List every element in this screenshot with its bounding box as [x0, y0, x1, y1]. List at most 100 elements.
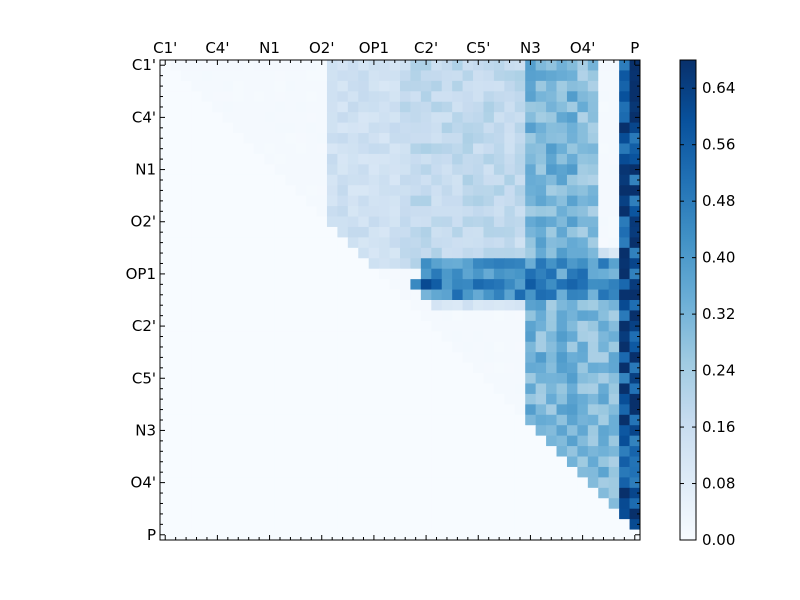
heatmap-cell [410, 393, 422, 405]
heatmap-cell [243, 352, 255, 363]
heatmap-cell [587, 456, 599, 468]
heatmap-cell [619, 498, 630, 510]
heatmap-cell [274, 80, 286, 92]
heatmap-cell [253, 320, 265, 332]
heatmap-cell [274, 185, 286, 197]
heatmap-cell [170, 206, 182, 217]
heatmap-cell [608, 477, 620, 489]
heatmap-cell [170, 174, 182, 186]
heatmap-cell [504, 122, 516, 134]
heatmap-cell [514, 456, 526, 468]
heatmap-cell [253, 289, 265, 301]
heatmap-cell [514, 477, 526, 489]
heatmap-cell [306, 383, 317, 395]
heatmap-cell [264, 206, 276, 217]
heatmap-cell [316, 216, 328, 228]
heatmap-cell [525, 164, 537, 176]
heatmap-cell [222, 237, 234, 249]
heatmap-cell [233, 60, 244, 71]
heatmap-cell [160, 487, 171, 499]
heatmap-cell [483, 519, 495, 530]
heatmap-cell [358, 331, 370, 343]
heatmap-cell [587, 383, 599, 395]
heatmap-cell [483, 70, 495, 82]
heatmap-cell [462, 331, 474, 343]
heatmap-cell [400, 519, 411, 530]
heatmap-cell [493, 122, 505, 134]
heatmap-cell [587, 289, 599, 301]
heatmap-cell [337, 237, 349, 249]
heatmap-cell [358, 456, 370, 468]
heatmap-cell [608, 498, 620, 510]
heatmap-cell [201, 466, 213, 478]
y-tick-label: C5' [132, 369, 156, 387]
heatmap-cell [316, 300, 328, 311]
heatmap-cell [326, 508, 338, 520]
heatmap-cell [233, 70, 244, 82]
heatmap-cell [431, 279, 443, 290]
heatmap-cell [212, 268, 223, 280]
heatmap-cell [264, 519, 276, 530]
heatmap-cell [577, 331, 589, 343]
heatmap-cell [483, 216, 495, 228]
heatmap-cell [452, 498, 463, 510]
heatmap-cell [316, 80, 328, 92]
heatmap-cell [587, 91, 599, 103]
heatmap-cell [306, 216, 317, 228]
heatmap-cell [577, 487, 589, 499]
heatmap-cell [316, 310, 328, 322]
heatmap-cell [201, 80, 213, 92]
heatmap-cell [598, 60, 610, 71]
heatmap-cell [514, 133, 526, 144]
heatmap-cell [295, 300, 307, 311]
heatmap-cell [598, 122, 610, 134]
heatmap-cell [514, 237, 526, 249]
heatmap-cell [379, 435, 390, 447]
heatmap-cell [525, 206, 537, 217]
heatmap-cell [535, 519, 547, 530]
heatmap-cell [400, 352, 411, 363]
heatmap-cell [587, 446, 599, 457]
heatmap-cell [295, 320, 307, 332]
heatmap-cell [441, 247, 453, 259]
heatmap-cell [212, 122, 223, 134]
heatmap-cell [337, 289, 349, 301]
heatmap-cell [483, 508, 495, 520]
heatmap-cell [420, 91, 432, 103]
heatmap-cell [180, 466, 192, 478]
heatmap-cell [431, 143, 443, 155]
heatmap-cell [306, 425, 317, 437]
heatmap-cell [316, 404, 328, 416]
heatmap-cell [619, 133, 630, 144]
heatmap-cell [253, 383, 265, 395]
heatmap-cell [160, 446, 171, 457]
heatmap-cell [389, 320, 401, 332]
heatmap-cell [483, 404, 495, 416]
heatmap-cell [160, 466, 171, 478]
heatmap-cell [306, 258, 317, 270]
heatmap-cell [556, 435, 568, 447]
heatmap-cell [160, 425, 171, 437]
heatmap-cell [400, 404, 411, 416]
heatmap-cell [222, 383, 234, 395]
heatmap-cell [295, 80, 307, 92]
heatmap-cell [587, 477, 599, 489]
heatmap-cell [546, 435, 557, 447]
heatmap-cell [619, 70, 630, 82]
heatmap-cell [358, 112, 370, 123]
heatmap-cell [285, 143, 297, 155]
heatmap-cell [191, 122, 203, 134]
heatmap-cell [222, 112, 234, 123]
heatmap-cell [379, 279, 390, 290]
heatmap-cell [316, 185, 328, 197]
heatmap-cell [493, 373, 505, 384]
heatmap-cell [420, 247, 432, 259]
heatmap-cell [222, 519, 234, 530]
heatmap-cell [473, 435, 484, 447]
heatmap-cell [410, 133, 422, 144]
heatmap-cell [420, 164, 432, 176]
heatmap-cell [160, 414, 171, 426]
heatmap-cell [160, 143, 171, 155]
colorbar-ticks: 0.000.080.160.240.320.400.480.560.64 [680, 79, 735, 549]
heatmap-cell [389, 268, 401, 280]
